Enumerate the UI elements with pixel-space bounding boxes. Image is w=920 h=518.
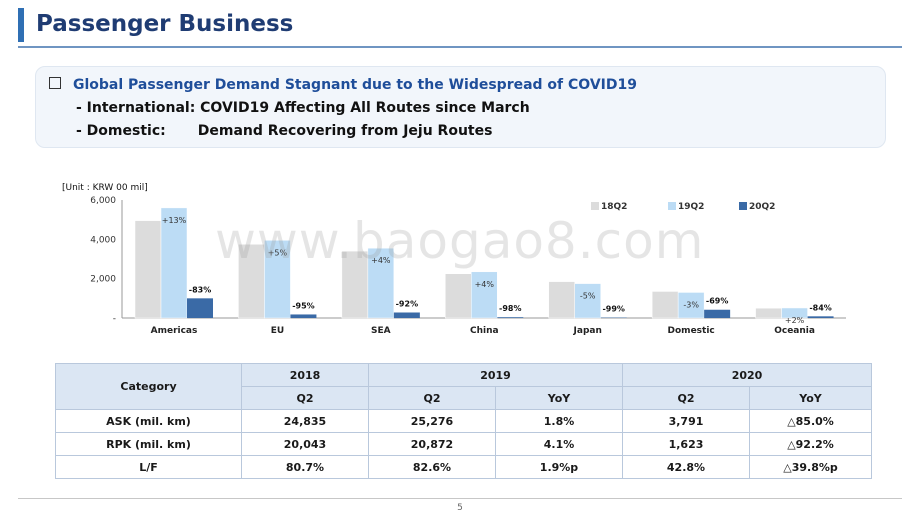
category-header: Category [55, 363, 242, 410]
x-tick-label: EU [271, 326, 284, 336]
x-tick-label: Oceania [774, 326, 815, 336]
table-cell: 24,835 [241, 409, 369, 433]
table-cell: △92.2% [749, 432, 872, 456]
watermark-text: www.baogao8.com [215, 212, 705, 270]
table-cell: 82.6% [368, 455, 496, 479]
bar-20q2 [497, 317, 524, 318]
data-label-19q2: -5% [580, 292, 596, 301]
bar-20q2 [187, 298, 213, 318]
summary-box: Global Passenger Demand Stagnant due to … [35, 66, 886, 148]
bar-20q2 [290, 314, 317, 318]
legend-label: 18Q2 [601, 202, 627, 212]
bar-20q2 [807, 316, 834, 318]
bar-20q2 [393, 312, 420, 318]
table-cell: △85.0% [749, 409, 872, 433]
bar-19q2 [677, 292, 705, 319]
bar-18q2 [134, 220, 162, 319]
data-label-19q2: +2% [785, 316, 805, 325]
chart-unit-label: [Unit : KRW 00 mil] [62, 183, 148, 193]
page-number: 5 [457, 503, 463, 513]
bar-18q2 [445, 273, 472, 319]
data-label-19q2: +5% [268, 248, 288, 257]
data-label-19q2: +4% [371, 256, 391, 265]
year-2018-header: 2018 [241, 363, 369, 387]
data-label-20q2: -98% [499, 304, 521, 313]
bar-18q2 [238, 244, 265, 319]
legend-swatch-20q2 [739, 202, 747, 210]
table-cell: 20,872 [368, 432, 496, 456]
bar-19q2 [574, 283, 601, 319]
data-label-20q2: -84% [809, 303, 831, 312]
summary-domestic-value: Demand Recovering from Jeju Routes [197, 123, 493, 139]
data-label-19q2: +4% [475, 280, 495, 289]
page-title: Passenger Business [36, 11, 294, 37]
data-label-20q2: -83% [189, 285, 211, 294]
table-cell: 25,276 [368, 409, 496, 433]
y-tick-label: 2,000 [90, 275, 116, 285]
bar-19q2 [471, 271, 498, 319]
title-accent-bar [18, 8, 24, 42]
summary-heading: Global Passenger Demand Stagnant due to … [73, 77, 637, 93]
table-cell: 42.8% [622, 455, 750, 479]
passenger-stats-table: Category 2018 2019 2020 Q2 Q2 YoY Q2 YoY… [55, 363, 872, 479]
y-tick-label: 4,000 [90, 235, 116, 245]
summary-domestic-label: - Domestic: [76, 123, 166, 139]
summary-heading-line: Global Passenger Demand Stagnant due to … [49, 75, 637, 95]
summary-international: - International: COVID19 Affecting All R… [76, 100, 530, 116]
bar-20q2 [704, 309, 731, 318]
data-label-19q2: +13% [162, 216, 187, 225]
table-cell: 80.7% [241, 455, 369, 479]
data-label-20q2: -95% [292, 301, 314, 310]
table-cell: △39.8%p [749, 455, 872, 479]
table-cell: 4.1% [495, 432, 623, 456]
legend-swatch-18q2 [591, 202, 599, 210]
table-row: L/F 80.7% 82.6% 1.9%p 42.8% △39.8%p [55, 455, 872, 479]
bar-19q2 [367, 247, 395, 319]
table-cell: 1.8% [495, 409, 623, 433]
table-row: ASK (mil. km) 24,835 25,276 1.8% 3,791 △… [55, 409, 872, 433]
x-tick-label: China [470, 326, 499, 336]
summary-domestic: - Domestic: Demand Recovering from Jeju R… [76, 121, 492, 141]
title-divider [18, 46, 902, 48]
bar-18q2 [341, 250, 369, 319]
subheader-cell: YoY [749, 386, 872, 410]
bar-19q2 [160, 207, 188, 319]
x-tick-label: Americas [151, 326, 198, 336]
subheader-cell: Q2 [368, 386, 496, 410]
x-tick-label: Japan [573, 326, 602, 336]
bar-18q2 [755, 307, 782, 319]
bar-19q2 [781, 307, 808, 319]
subheader-cell: Q2 [622, 386, 750, 410]
data-label-20q2: -92% [396, 299, 418, 308]
passenger-revenue-chart: [Unit : KRW 00 mil] - 2,000 4,000 6,000 +13% -… [62, 183, 846, 336]
table-cell: 1.9%p [495, 455, 623, 479]
table-cell: 20,043 [241, 432, 369, 456]
bar-18q2 [651, 291, 679, 319]
table-cell: 3,791 [622, 409, 750, 433]
legend-label: 19Q2 [678, 202, 704, 212]
x-tick-label: Domestic [668, 326, 715, 336]
row-label: RPK (mil. km) [55, 432, 242, 456]
subheader-cell: Q2 [241, 386, 369, 410]
data-label-20q2: -99% [602, 305, 624, 314]
year-2020-header: 2020 [622, 363, 872, 387]
row-label: ASK (mil. km) [55, 409, 242, 433]
bar-19q2 [264, 240, 291, 319]
x-tick-label: SEA [371, 326, 391, 336]
legend-swatch-19q2 [668, 202, 676, 210]
subheader-cell: YoY [495, 386, 623, 410]
data-label-20q2: -69% [706, 297, 728, 306]
data-label-19q2: -3% [683, 300, 699, 309]
footer-divider [18, 498, 902, 499]
bar-18q2 [548, 281, 575, 319]
year-2019-header: 2019 [368, 363, 623, 387]
y-tick-label: - [113, 314, 116, 324]
y-tick-label: 6,000 [90, 196, 116, 206]
checkbox-square-icon [49, 77, 61, 89]
legend-label: 20Q2 [749, 202, 775, 212]
table-cell: 1,623 [622, 432, 750, 456]
row-label: L/F [55, 455, 242, 479]
table-row: RPK (mil. km) 20,043 20,872 4.1% 1,623 △… [55, 432, 872, 456]
